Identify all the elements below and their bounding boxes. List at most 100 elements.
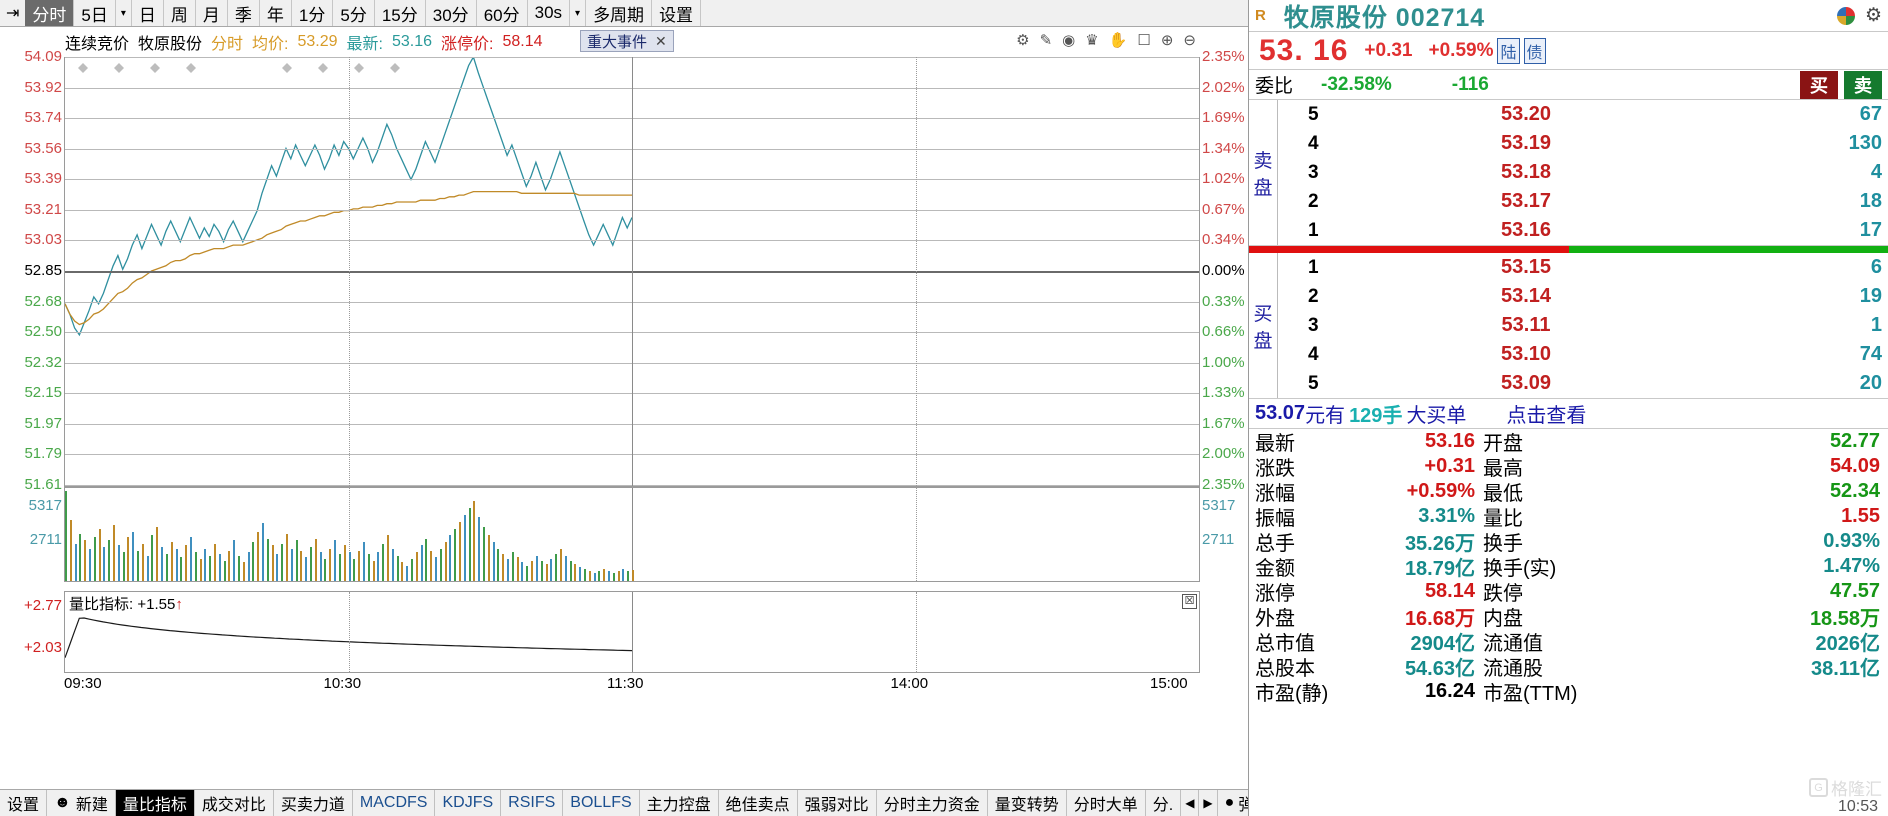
order-ratio-label: 委比	[1255, 76, 1294, 97]
order-book-row[interactable]: 2 53.14 19	[1277, 282, 1888, 311]
tab-buy-sell-power[interactable]: 买卖力道	[274, 790, 353, 816]
close-icon[interactable]: ✕	[655, 32, 667, 49]
volume-bar	[564, 555, 567, 581]
volume-pane[interactable]	[64, 487, 1200, 582]
tab-bollfs[interactable]: BOLLFS	[563, 790, 640, 816]
volume-bar	[252, 542, 255, 581]
order-book-row[interactable]: 4 53.10 74	[1277, 340, 1888, 369]
tab-intraday-big-orders[interactable]: 分时大单	[1067, 790, 1146, 816]
event-marker-icon[interactable]	[282, 63, 292, 73]
tab-year[interactable]: 年	[260, 0, 292, 26]
tab-5min[interactable]: 5分	[333, 0, 375, 26]
tab-intraday-main-funds[interactable]: 分时主力资金	[877, 790, 988, 816]
pie-icon[interactable]	[1836, 6, 1855, 25]
tab-60min[interactable]: 60分	[477, 0, 528, 26]
order-book-row[interactable]: 5 53.09 20	[1277, 369, 1888, 398]
buy-button[interactable]: 买	[1800, 70, 1838, 99]
tab-30min[interactable]: 30分	[426, 0, 477, 26]
step-forward-icon[interactable]: ⇥	[6, 5, 20, 22]
event-marker-icon[interactable]	[150, 63, 160, 73]
hand-icon[interactable]: ✋	[1108, 32, 1128, 49]
tab-week[interactable]: 周	[164, 0, 196, 26]
tab-30s[interactable]: 30s	[528, 0, 571, 26]
tab-volume-trend[interactable]: 量变转势	[988, 790, 1067, 816]
volume-bar	[507, 559, 510, 581]
gear-icon[interactable]: ⚙	[1864, 5, 1882, 26]
event-marker-icon[interactable]	[114, 63, 124, 73]
scroll-left-button[interactable]: ◀	[1181, 790, 1200, 816]
order-book-row[interactable]: 1 53.15 6	[1277, 253, 1888, 282]
rect-icon[interactable]: ☐	[1137, 32, 1151, 49]
price-tick: 52.15	[24, 384, 62, 402]
tab-main-control[interactable]: 主力控盘	[640, 790, 719, 816]
tab-volume-ratio[interactable]: 量比指标	[115, 790, 195, 816]
tab-more[interactable]: 分.	[1146, 790, 1182, 816]
indicator-pane[interactable]: 量比指标: +1.55↑ ☒	[64, 591, 1200, 673]
quote-price-row: 53. 16 +0.31 +0.59% 陆 债	[1249, 32, 1888, 70]
tab-quarter[interactable]: 季	[228, 0, 260, 26]
dropdown-period[interactable]: ▾	[116, 0, 132, 26]
statistics-row: 涨停 58.14 跌停 47.57	[1249, 579, 1888, 605]
tab-macdfs[interactable]: MACDFS	[353, 790, 436, 816]
tab-best-sell-point[interactable]: 绝佳卖点	[719, 790, 798, 816]
tab-15min[interactable]: 15分	[375, 0, 426, 26]
event-marker-icon[interactable]	[186, 63, 196, 73]
volume-bar	[632, 570, 634, 581]
stat-value-right: 1.47%	[1823, 555, 1880, 577]
volume-bar	[324, 559, 327, 581]
crown-icon[interactable]: ♛	[1085, 32, 1099, 49]
clock-label: 10:53	[1837, 798, 1878, 815]
tab-1min[interactable]: 1分	[292, 0, 334, 26]
major-event-tab[interactable]: 重大事件 ✕	[580, 30, 674, 52]
event-marker-icon[interactable]	[318, 63, 328, 73]
event-marker-icon[interactable]	[354, 63, 364, 73]
eye-icon[interactable]: ◉	[1062, 32, 1076, 49]
time-tick: 11:30	[607, 675, 644, 692]
order-book-row[interactable]: 1 53.16 17	[1277, 216, 1888, 245]
tab-kdjfs[interactable]: KDJFS	[435, 790, 502, 816]
pen-icon[interactable]: ✎	[1039, 32, 1053, 49]
indicator-close-icon[interactable]: ☒	[1182, 594, 1197, 609]
order-book-row[interactable]: 4 53.19 130	[1277, 129, 1888, 158]
tab-month[interactable]: 月	[196, 0, 228, 26]
price-plot[interactable]	[64, 57, 1200, 487]
sell-button[interactable]: 卖	[1844, 70, 1882, 99]
zoom-out-icon[interactable]: ⊖	[1183, 32, 1196, 49]
volume-bar	[367, 553, 370, 581]
volume-bar	[247, 552, 250, 581]
scroll-right-button[interactable]: ▶	[1199, 790, 1218, 816]
tab-settings-bottom[interactable]: 设置	[0, 790, 48, 816]
stat-value-right: 54.09	[1829, 455, 1880, 477]
order-book-row[interactable]: 5 53.20 67	[1277, 100, 1888, 129]
volume-bar	[108, 540, 111, 581]
volume-tick: 5317	[28, 497, 62, 514]
tab-new[interactable]: ☻ 新建	[47, 790, 116, 816]
tab-fenshi[interactable]: 分时	[25, 0, 75, 26]
volume-tick-right: 2711	[1202, 531, 1235, 548]
order-book-row[interactable]: 2 53.17 18	[1277, 187, 1888, 216]
gear-icon[interactable]: ⚙	[1016, 32, 1030, 49]
event-marker-icon[interactable]	[390, 63, 400, 73]
volume-bar	[420, 545, 423, 581]
indicator-tick: +2.03	[24, 639, 62, 656]
tab-strength-compare[interactable]: 强弱对比	[798, 790, 877, 816]
tab-day[interactable]: 日	[132, 0, 164, 26]
big-order-link[interactable]: 点击查看	[1506, 405, 1587, 427]
order-book-row[interactable]: 3 53.18 4	[1277, 158, 1888, 187]
volume-tick-right: 5317	[1202, 497, 1236, 514]
volume-bar	[521, 562, 524, 581]
tab-turnover-compare[interactable]: 成交对比	[195, 790, 274, 816]
big-order-notice[interactable]: 53.07 元有 129手 大买单 点击查看	[1249, 399, 1888, 429]
order-book-row[interactable]: 3 53.11 1	[1277, 311, 1888, 340]
price-change-percent: +0.59%	[1428, 39, 1494, 61]
tab-settings[interactable]: 设置	[652, 0, 702, 26]
tab-multi-period[interactable]: 多周期	[586, 0, 653, 26]
tab-rsifs[interactable]: RSIFS	[501, 790, 564, 816]
event-marker-icon[interactable]	[78, 63, 88, 73]
dropdown-seconds[interactable]: ▾	[570, 0, 587, 26]
tab-5day[interactable]: 5日	[74, 0, 116, 26]
volume-bar	[377, 552, 380, 581]
volume-bar	[386, 535, 389, 581]
auction-phase-label: 连续竞价	[65, 36, 130, 53]
zoom-in-icon[interactable]: ⊕	[1160, 32, 1174, 49]
